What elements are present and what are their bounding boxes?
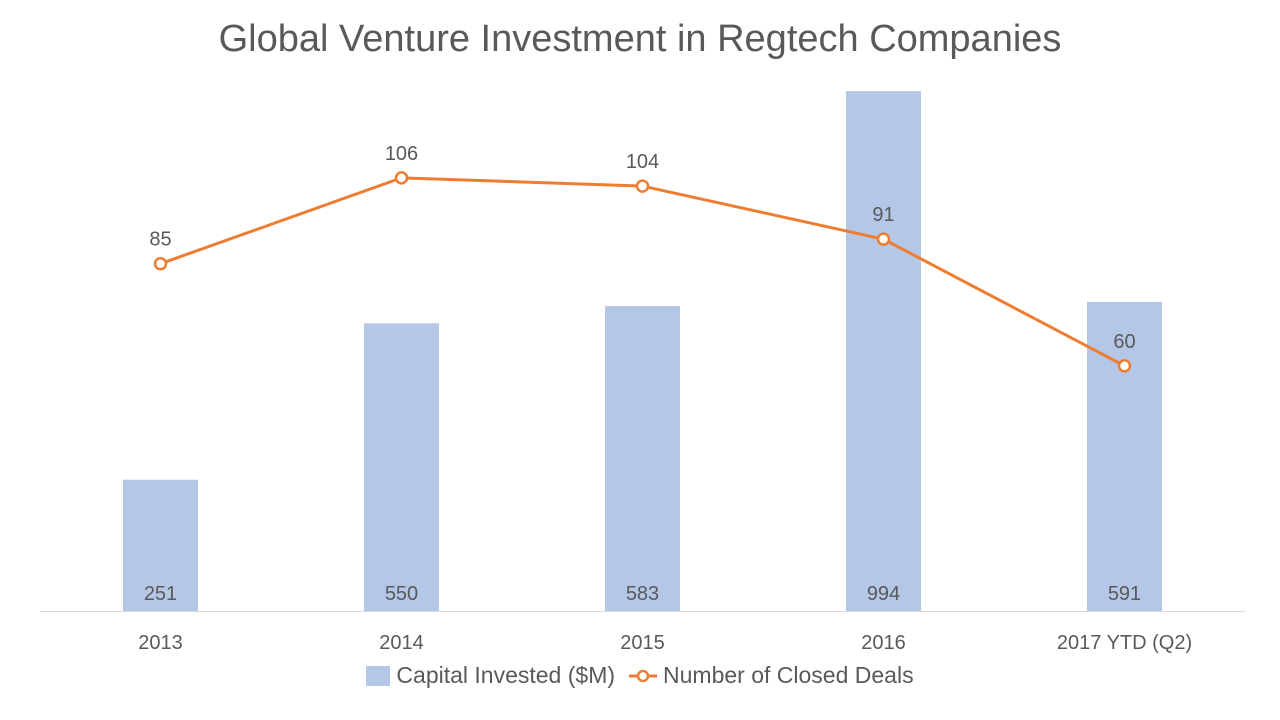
x-tick-label: 2014: [379, 632, 424, 654]
bar: [605, 306, 680, 611]
line-point: [1117, 359, 1132, 373]
bar-data-label: 550: [385, 583, 418, 605]
line-data-label: 106: [385, 143, 418, 165]
x-tick-label: 2013: [138, 632, 183, 654]
line-data-label: 104: [626, 151, 659, 173]
legend: Capital Invested ($M) Number of Closed D…: [0, 662, 1280, 689]
legend-label-deals: Number of Closed Deals: [663, 662, 914, 688]
bar-data-label: 994: [867, 583, 900, 605]
bar-data-label: 583: [626, 583, 659, 605]
bar-data-label: 591: [1108, 583, 1141, 605]
line-data-label: 91: [872, 204, 894, 226]
line-data-label: 60: [1113, 331, 1135, 353]
legend-line-swatch: [629, 669, 658, 682]
legend-label-capital: Capital Invested ($M): [396, 662, 616, 688]
line-data-label: 85: [149, 229, 171, 251]
x-tick-label: 2016: [861, 632, 906, 654]
bar: [123, 479, 198, 611]
legend-bar-swatch: [366, 665, 391, 686]
line-point: [394, 171, 409, 185]
x-tick-label: 2015: [620, 632, 665, 654]
bar: [846, 91, 921, 611]
chart-title: Global Venture Investment in Regtech Com…: [218, 18, 1062, 60]
line-point: [153, 256, 168, 271]
legend-item-capital: Capital Invested ($M): [366, 662, 615, 689]
legend-item-deals: Number of Closed Deals: [629, 662, 914, 689]
bar: [364, 323, 439, 611]
x-tick-label: 2017 YTD (Q2): [1057, 632, 1192, 654]
line-point: [876, 232, 891, 246]
line-point: [635, 179, 650, 193]
bar-data-label: 251: [144, 583, 177, 605]
